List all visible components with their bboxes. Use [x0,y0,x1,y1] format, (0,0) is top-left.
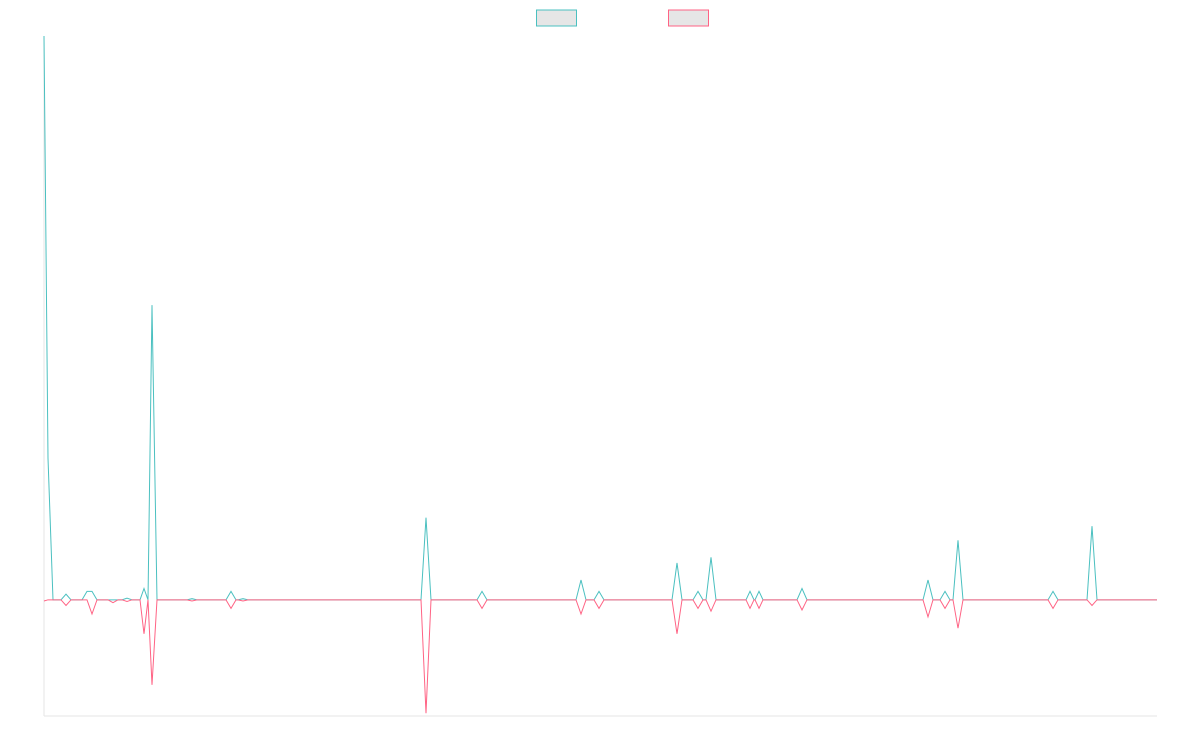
series-line [43,35,1157,601]
legend-item[interactable] [668,9,709,27]
series-line [43,599,1157,714]
legend-item[interactable] [536,9,577,27]
